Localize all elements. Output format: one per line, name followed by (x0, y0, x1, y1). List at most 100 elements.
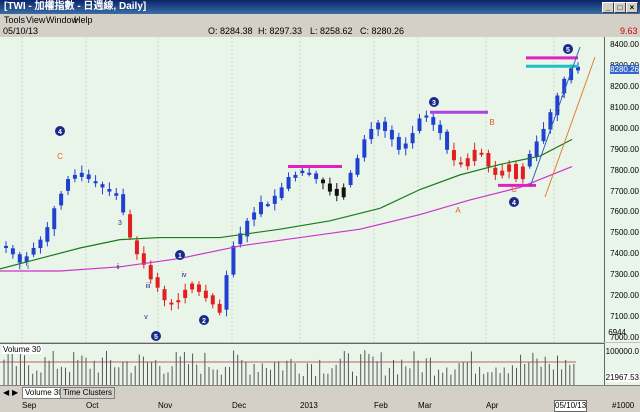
y-tick-label: 7600.00 (610, 207, 639, 217)
sub-wave-label: iv (181, 272, 187, 279)
wave-marker (199, 315, 209, 325)
candle-body (562, 78, 567, 94)
price-chart[interactable]: 4125345CABCiiiiiiivv342 (0, 37, 605, 342)
candle-body (183, 289, 188, 298)
candle-body (210, 295, 215, 305)
candle-body (486, 152, 491, 167)
minimize-icon[interactable]: _ (602, 2, 614, 13)
x-label-feb: Feb (374, 401, 388, 410)
channel-line (529, 46, 581, 188)
x-label-oct: Oct (86, 401, 99, 410)
y-tick-label: 7900.00 (610, 144, 639, 154)
candle-body (107, 189, 112, 192)
menu-view[interactable]: View (26, 15, 46, 25)
candle-body (376, 122, 381, 130)
ma-value-tag: 6944 (608, 328, 626, 337)
y-tick-label: 7700.00 (610, 186, 639, 196)
candle-body (121, 194, 126, 213)
volume-last-label: 21967.53 (605, 373, 639, 382)
candle-body (72, 174, 77, 179)
wave-marker (175, 250, 185, 260)
candle-body (66, 179, 71, 191)
candle-body (362, 139, 367, 158)
candle-body (417, 118, 422, 132)
candle-body (17, 254, 22, 263)
menu-bar: Tools View Window Help (0, 14, 640, 26)
wave-letter: C (511, 185, 517, 194)
channel-line (544, 56, 596, 198)
candle-body (79, 172, 84, 177)
candle-body (327, 183, 332, 192)
candle-body (555, 95, 560, 116)
candle-body (231, 245, 236, 275)
x-label-sep: Sep (22, 401, 37, 410)
wave-letter: A (455, 206, 461, 215)
candle-body (252, 212, 257, 220)
candle-body (141, 253, 146, 265)
wave-marker (429, 97, 439, 107)
candle-body (576, 66, 580, 71)
candle-body (128, 214, 133, 238)
candle-body (286, 176, 291, 189)
candle-body (431, 117, 436, 125)
volume-chart-svg (0, 350, 576, 386)
sub-wave-label: iii (146, 283, 151, 290)
price-axis: 8400.008300.008200.008100.008000.007900.… (605, 37, 640, 342)
candle-body (534, 141, 539, 157)
wave-number: 4 (58, 129, 62, 136)
wave-marker (509, 197, 519, 207)
candle-body (45, 227, 50, 242)
candle-body (472, 149, 477, 162)
candle-body (341, 187, 346, 198)
wave-number: 5 (154, 334, 158, 341)
scroll-right-icon[interactable]: ▶ (12, 388, 19, 397)
candle-body (548, 112, 553, 130)
candle-body (203, 290, 208, 299)
close-icon[interactable]: × (626, 2, 638, 13)
candle-body (24, 256, 29, 263)
sub-wave-label: v (144, 314, 148, 321)
candle-body (389, 129, 394, 140)
candle-body (410, 133, 415, 144)
x-label-mar: Mar (418, 401, 432, 410)
maximize-icon[interactable]: □ (614, 2, 626, 13)
y-tick-label: 7300.00 (610, 270, 639, 280)
candle-body (293, 174, 298, 178)
menu-help[interactable]: Help (74, 15, 93, 25)
candle-body (383, 121, 388, 132)
candle-body (114, 193, 119, 196)
tab-time-clusters[interactable]: Time Clusters (60, 387, 116, 399)
candle-body (217, 303, 222, 313)
x-bar-count: #1000 (612, 401, 635, 410)
scroll-left-icon[interactable]: ◀ (3, 388, 10, 397)
candle-body (300, 170, 305, 174)
menu-tools[interactable]: Tools (4, 15, 26, 25)
candle-body (314, 173, 319, 180)
menu-window[interactable]: Window (46, 15, 79, 25)
ma-long-line (0, 138, 573, 270)
info-date: 05/10/13 (3, 26, 39, 36)
sub-wave-label: i (27, 264, 29, 271)
candle-body (479, 152, 484, 155)
candle-body (10, 248, 15, 255)
tab-volume[interactable]: Volume 30 (22, 387, 66, 399)
volume-pane[interactable]: Volume 30 (0, 343, 605, 386)
wave-number: 4 (512, 200, 516, 207)
info-open: O: 8284.38 (208, 26, 253, 36)
candle-body (148, 265, 153, 280)
y-tick-label: 8000.00 (610, 123, 639, 133)
candle-body (238, 233, 243, 245)
candle-body (31, 247, 36, 255)
candle-body (134, 240, 139, 255)
candle-body (334, 188, 339, 196)
info-close: C: 8280.26 (360, 26, 405, 36)
candle-body (445, 131, 450, 150)
wave-marker (563, 44, 573, 54)
y-tick-label: 7200.00 (610, 291, 639, 301)
y-tick-label: 7400.00 (610, 249, 639, 259)
candle-body (176, 300, 181, 303)
window-title: [TWI - 加權指數 - 日週線, Daily] (4, 1, 147, 12)
y-tick-label: 8100.00 (610, 103, 639, 113)
candle-body (265, 204, 270, 207)
info-low: L: 8258.62 (310, 26, 353, 36)
